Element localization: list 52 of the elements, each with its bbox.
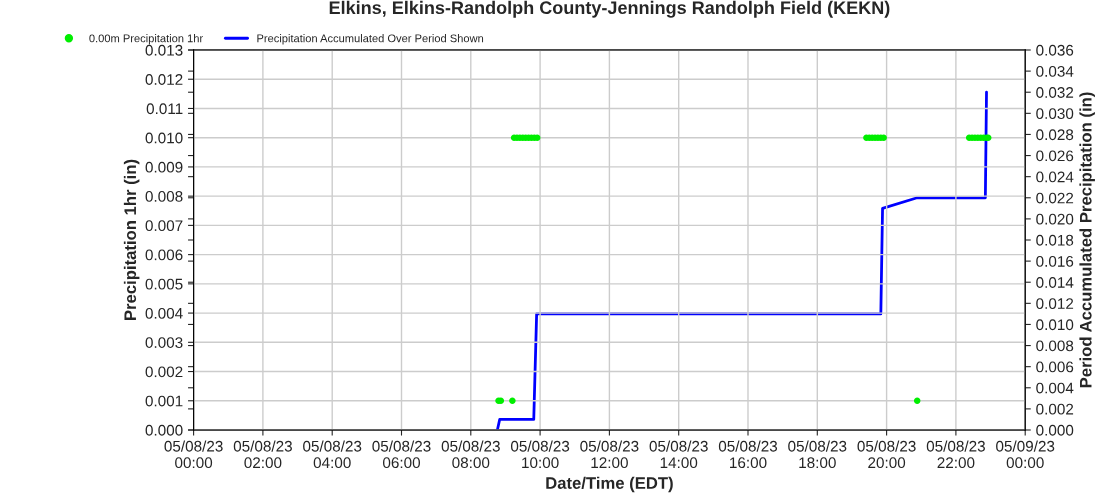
y2-tick-label: 0.008 <box>1036 340 1074 352</box>
y2-tick-label: 0.012 <box>1036 298 1074 310</box>
x-tick-label: 05/08/23 06:00 <box>372 440 431 469</box>
y2-tick-label: 0.026 <box>1036 150 1074 162</box>
x-tick-label: 05/08/23 20:00 <box>857 440 916 469</box>
x-tick-label: 05/08/23 12:00 <box>580 440 639 469</box>
y2-axis-title: Period Accumulated Precipitation (in) <box>1079 92 1095 388</box>
y2-tick-label: 0.004 <box>1036 382 1074 394</box>
y-tick-label: 0.008 <box>145 191 183 202</box>
y-tick-label: 0.012 <box>145 74 183 85</box>
y2-tick-label: 0.032 <box>1036 87 1074 98</box>
x-tick-label: 05/08/23 10:00 <box>510 440 570 469</box>
x-tick-label: 05/08/23 18:00 <box>788 440 847 469</box>
y2-tick-label: 0.020 <box>1036 213 1074 225</box>
y2-tick-label: 0.022 <box>1036 192 1074 204</box>
y-tick-label: 0.011 <box>146 103 183 115</box>
y-tick-label: 0.000 <box>145 424 183 436</box>
x-tick-label: 05/08/23 22:00 <box>926 440 985 469</box>
y2-tick-label: 0.000 <box>1036 424 1074 436</box>
y-tick-label: 0.002 <box>145 366 183 378</box>
x-tick-label: 05/08/23 02:00 <box>233 440 292 469</box>
chart-title: Elkins, Elkins-Randolph County-Jennings Randolph Field (KEKN) <box>329 0 890 18</box>
y2-tick-label: 0.010 <box>1036 319 1074 331</box>
legend-label: Precipitation Accumulated Over Period Shown <box>257 34 484 45</box>
y2-tick-label: 0.006 <box>1036 361 1074 373</box>
y-tick-label: 0.004 <box>145 307 183 319</box>
y-tick-label: 0.010 <box>145 132 183 144</box>
legend-label: 0.00m Precipitation 1hr <box>89 34 203 45</box>
y2-tick-label: 0.014 <box>1036 277 1074 288</box>
y-tick-label: 0.013 <box>145 44 183 56</box>
y-tick-label: 0.001 <box>145 395 183 407</box>
y-tick-label: 0.003 <box>145 337 183 348</box>
y2-tick-label: 0.016 <box>1036 255 1074 267</box>
x-tick-label: 05/08/23 00:00 <box>164 440 223 469</box>
x-tick-label: 05/08/23 04:00 <box>303 440 362 469</box>
x-tick-label: 05/08/23 08:00 <box>441 440 500 469</box>
y-tick-label: 0.009 <box>145 161 183 173</box>
y2-tick-label: 0.002 <box>1036 403 1074 415</box>
x-tick-label: 05/08/23 16:00 <box>718 440 778 469</box>
y2-tick-label: 0.024 <box>1036 171 1074 183</box>
y-axis-title: Precipitation 1hr (in) <box>123 159 140 320</box>
y2-tick-label: 0.018 <box>1036 234 1074 246</box>
y-tick-label: 0.006 <box>145 249 183 261</box>
x-axis-title: Date/Time (EDT) <box>546 476 673 493</box>
y2-tick-label: 0.034 <box>1036 65 1074 77</box>
y2-tick-label: 0.036 <box>1036 44 1074 56</box>
y-tick-label: 0.005 <box>145 278 183 290</box>
x-tick-label: 05/09/23 00:00 <box>996 440 1055 469</box>
y2-tick-label: 0.030 <box>1036 108 1074 120</box>
y2-tick-label: 0.028 <box>1036 129 1074 141</box>
y-tick-label: 0.007 <box>145 220 183 232</box>
x-tick-label: 05/08/23 14:00 <box>649 440 708 469</box>
